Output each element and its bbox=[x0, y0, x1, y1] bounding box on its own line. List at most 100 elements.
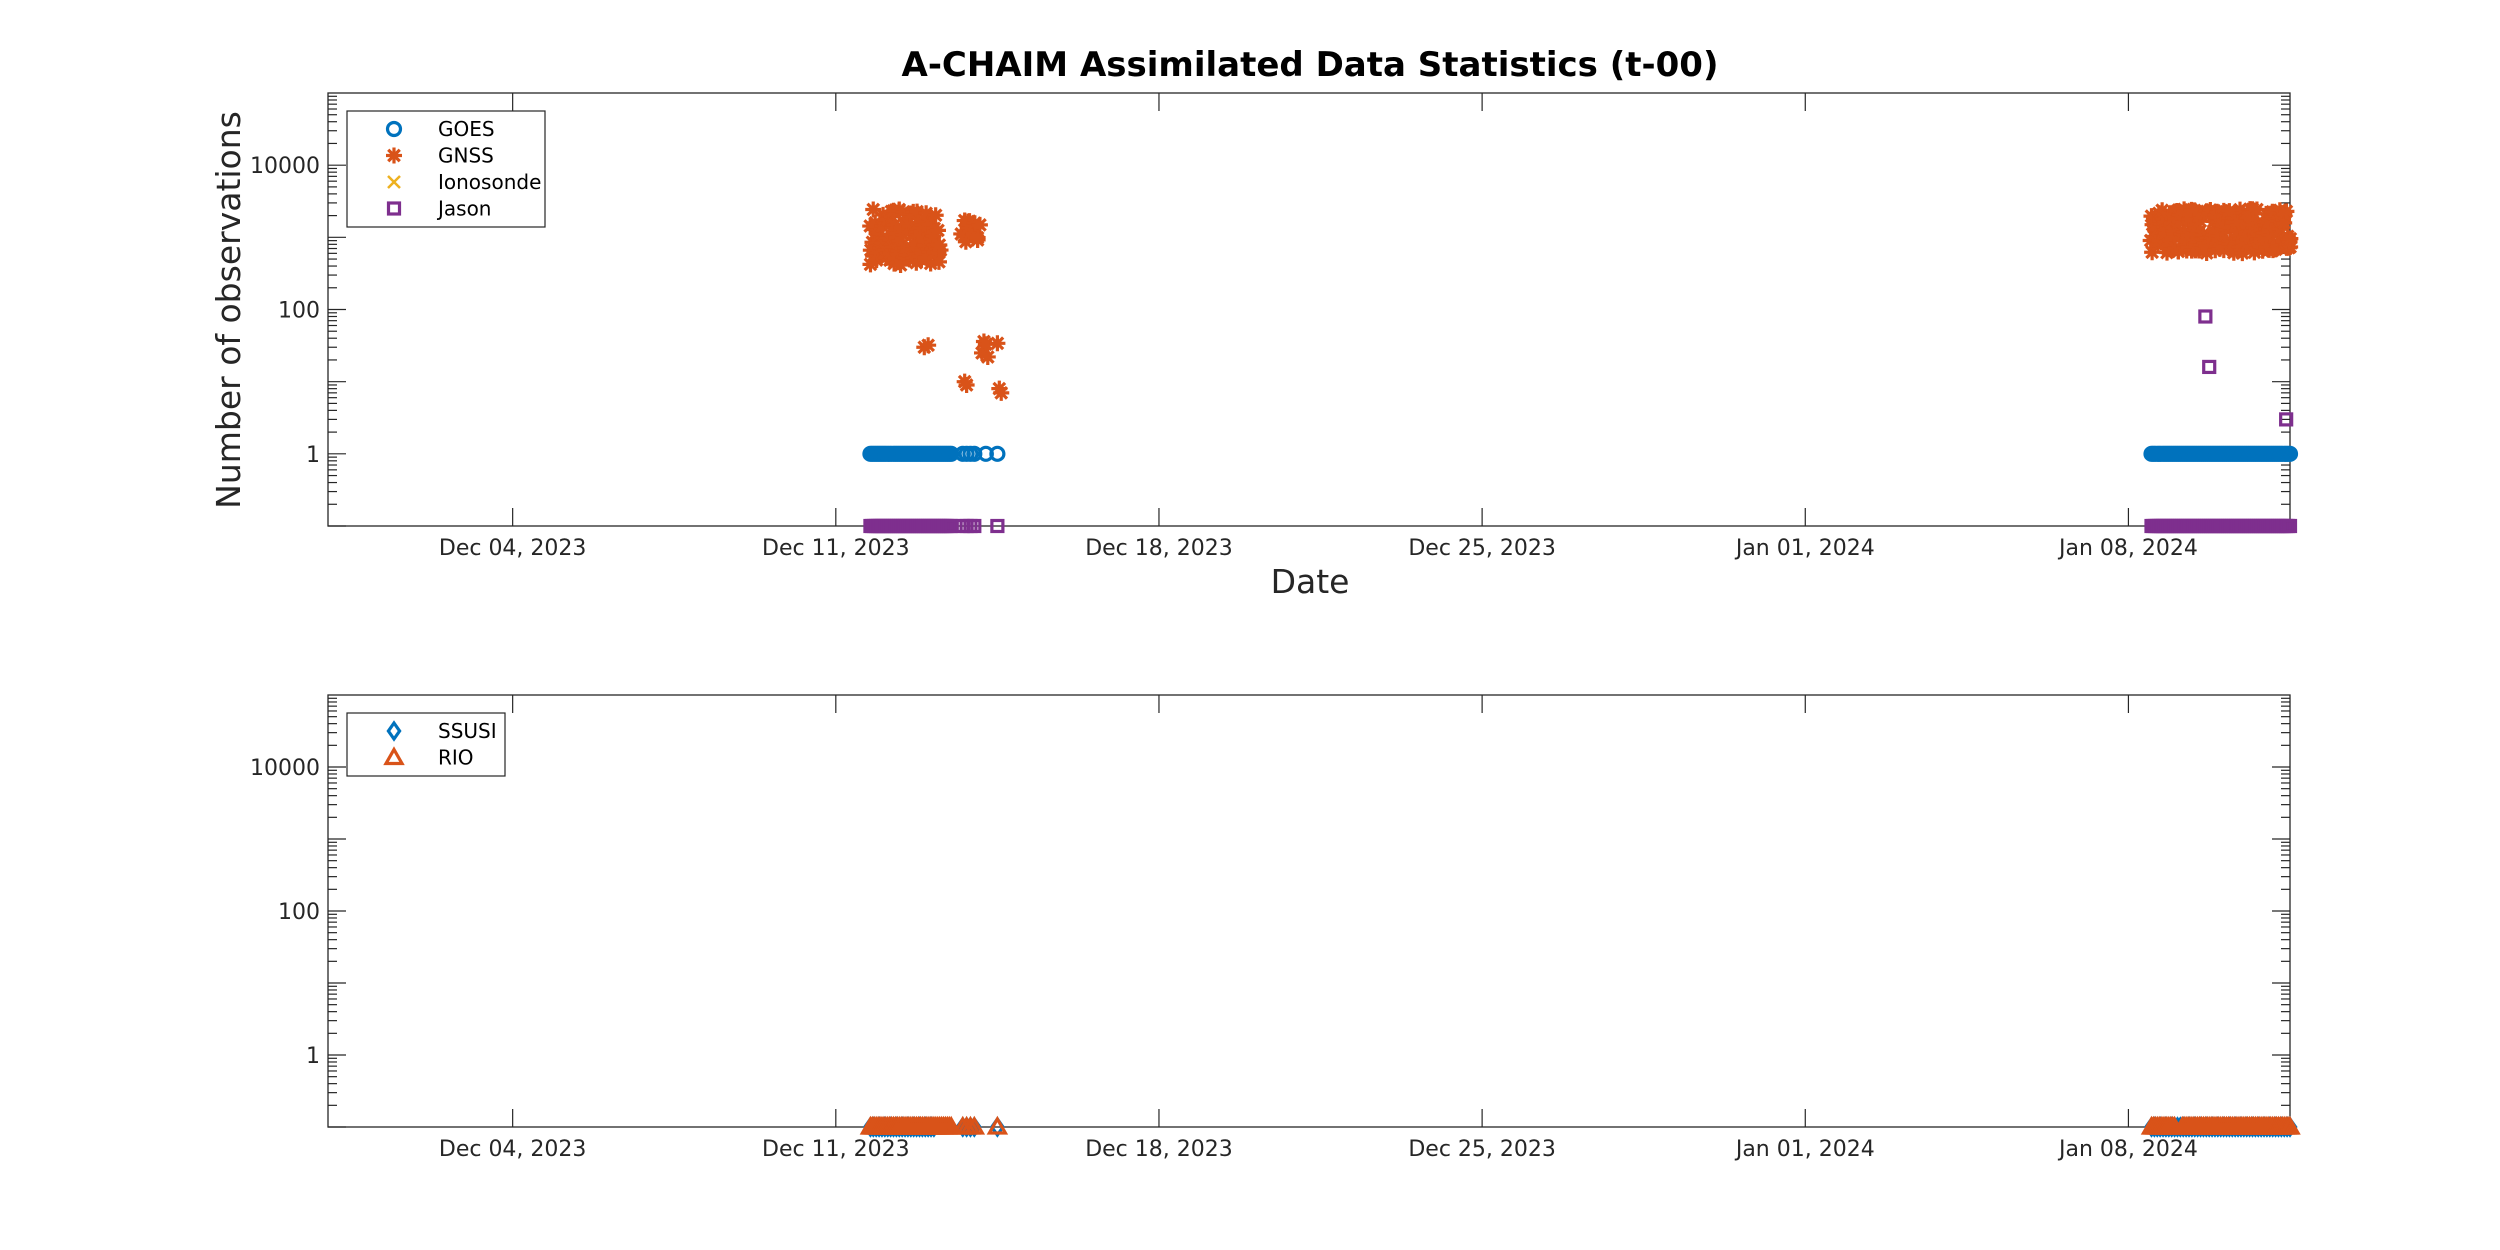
legend-label-ssusi: SSUSI bbox=[438, 719, 497, 743]
y-axis-label: Number of observations bbox=[209, 111, 248, 509]
gnss-point bbox=[971, 216, 988, 233]
gnss-point bbox=[2239, 231, 2256, 248]
gnss-point bbox=[2144, 244, 2161, 261]
gnss-point bbox=[895, 226, 912, 243]
x-ticks: Dec 04, 2023 Dec 11, 2023 Dec 18, 2023 Dec … bbox=[439, 93, 2198, 561]
gnss-point bbox=[882, 232, 899, 249]
gnss-point bbox=[979, 348, 996, 365]
chart-title: A-CHAIM Assimilated Data Statistics (t-0… bbox=[902, 45, 1719, 85]
legend-box bbox=[346, 712, 506, 777]
gnss-point bbox=[893, 221, 910, 238]
y-ticks: 1 100 10000 bbox=[250, 697, 2290, 1128]
gnss-point bbox=[2230, 213, 2247, 230]
gnss-point bbox=[913, 223, 930, 240]
series-gnss bbox=[862, 201, 2299, 401]
legend-label-rio: RIO bbox=[438, 746, 474, 770]
legend-marker-ssusi bbox=[386, 720, 402, 742]
jason-point bbox=[2282, 518, 2298, 534]
gnss-point bbox=[2178, 234, 2195, 251]
plot-area bbox=[859, 1115, 2301, 1138]
y-tick-label: 1 bbox=[306, 1044, 320, 1069]
y-ticks: 1 100 10000 bbox=[250, 95, 2290, 527]
gnss-point bbox=[2248, 201, 2265, 218]
x-tick-label: Dec 04, 2023 bbox=[439, 1137, 587, 1162]
gnss-point bbox=[2210, 228, 2227, 245]
plot-area bbox=[862, 201, 2299, 534]
legend-marker-ionosonde bbox=[387, 175, 401, 189]
y-tick-label: 10000 bbox=[250, 756, 320, 781]
gnss-point bbox=[957, 233, 974, 250]
rio-point bbox=[940, 1115, 962, 1135]
axes-box bbox=[327, 92, 2291, 527]
gnss-point bbox=[2276, 214, 2293, 231]
gnss-point bbox=[929, 222, 946, 239]
gnss-point bbox=[2170, 243, 2187, 260]
gnss-point bbox=[865, 201, 882, 218]
x-tick-label: Dec 11, 2023 bbox=[762, 1137, 910, 1162]
gnss-point bbox=[2218, 221, 2235, 238]
gnss-point bbox=[918, 205, 935, 222]
x-ticks: Dec 04, 2023 Dec 11, 2023 Dec 18, 2023 Dec … bbox=[439, 695, 2198, 1162]
y-tick-label: 100 bbox=[278, 299, 320, 324]
x-axis-label: Date bbox=[1271, 562, 1350, 601]
gnss-point bbox=[922, 255, 939, 272]
gnss-point bbox=[2194, 227, 2211, 244]
gnss-point bbox=[906, 236, 923, 253]
gnss-point bbox=[2234, 245, 2251, 262]
series-rio bbox=[859, 1115, 2301, 1135]
jason-point bbox=[990, 518, 1005, 534]
x-tick-label: Jan 01, 2024 bbox=[1734, 536, 1875, 561]
gnss-point bbox=[2156, 230, 2173, 247]
gnss-point bbox=[897, 239, 914, 256]
gnss-point bbox=[871, 226, 888, 243]
jason-point bbox=[967, 518, 982, 534]
legend-marker-gnss bbox=[386, 147, 402, 164]
gnss-point bbox=[2235, 233, 2252, 250]
gnss-point bbox=[892, 257, 909, 274]
gnss-point bbox=[2162, 233, 2179, 250]
x-tick-label: Dec 18, 2023 bbox=[1085, 536, 1233, 561]
rio-point bbox=[2279, 1115, 2301, 1135]
gnss-point bbox=[993, 384, 1010, 401]
gnss-point bbox=[2246, 244, 2263, 261]
x-tick-label: Jan 08, 2024 bbox=[2057, 1137, 2198, 1162]
gnss-point bbox=[2198, 244, 2215, 261]
gnss-point bbox=[909, 203, 926, 220]
rio-point bbox=[963, 1115, 986, 1135]
legend-label-jason: Jason bbox=[436, 197, 492, 221]
axes-box bbox=[327, 694, 2291, 1128]
rio-point bbox=[986, 1115, 1009, 1135]
legend: SSUSI RIO bbox=[346, 712, 506, 777]
gnss-point bbox=[977, 336, 994, 353]
gnss-point bbox=[953, 225, 970, 242]
jason-point bbox=[2279, 412, 2294, 427]
gnss-point bbox=[2156, 218, 2173, 235]
legend-label-goes: GOES bbox=[438, 117, 495, 141]
jason-point bbox=[2198, 309, 2213, 324]
gnss-point bbox=[966, 215, 983, 232]
goes-point bbox=[989, 445, 1006, 462]
y-tick-label: 1 bbox=[306, 443, 320, 468]
gnss-point bbox=[969, 229, 986, 246]
gnss-point bbox=[2154, 202, 2171, 219]
legend-box bbox=[346, 110, 546, 228]
top-panel: 1 100 10000 Dec 04, 2023 Dec 11, 2023 Dec 18,… bbox=[250, 92, 2299, 561]
gnss-point bbox=[2181, 210, 2198, 227]
legend-label-ionosonde: Ionosonde bbox=[438, 170, 541, 194]
x-tick-label: Dec 25, 2023 bbox=[1408, 536, 1556, 561]
legend-marker-rio bbox=[383, 746, 405, 766]
gnss-point bbox=[891, 202, 908, 219]
x-tick-label: Dec 11, 2023 bbox=[762, 536, 910, 561]
legend-label-gnss: GNSS bbox=[438, 144, 494, 168]
y-tick-label: 10000 bbox=[250, 154, 320, 179]
series-goes bbox=[862, 445, 2299, 462]
gnss-point bbox=[2229, 222, 2246, 239]
series-jason bbox=[863, 309, 2298, 534]
gnss-point bbox=[920, 337, 937, 354]
gnss-point bbox=[2282, 230, 2299, 247]
x-tick-label: Dec 25, 2023 bbox=[1408, 1137, 1556, 1162]
gnss-point bbox=[902, 218, 919, 235]
gnss-point bbox=[931, 237, 948, 254]
x-tick-label: Dec 04, 2023 bbox=[439, 536, 587, 561]
